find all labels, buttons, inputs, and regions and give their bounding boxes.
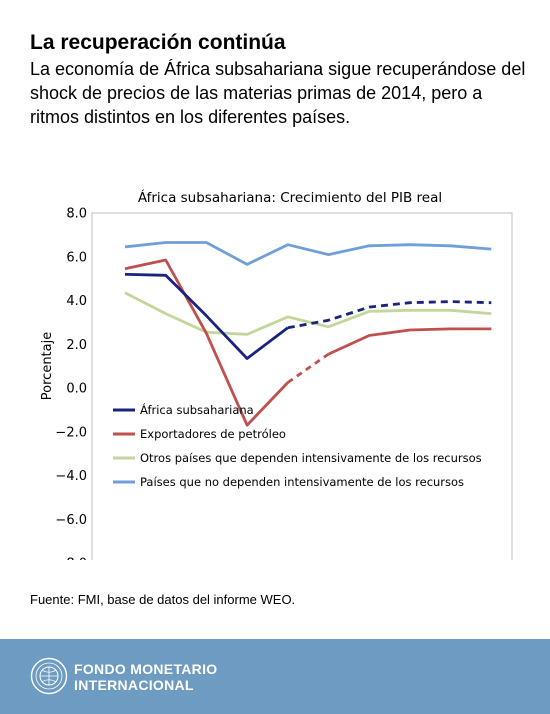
headline-title: La recuperación continúa <box>30 31 286 54</box>
y-tick-label: 0.0 <box>66 382 87 397</box>
legend-label: África subsahariana <box>140 402 254 417</box>
imf-seal-icon <box>30 657 68 695</box>
y-ticks: 8.0 6.0 4.0 2.0 0.0 −2.0 −4.0 −6.0 −8.0 <box>55 207 87 561</box>
y-axis-label: Porcentaje <box>40 332 55 400</box>
y-tick-label: 2.0 <box>66 338 87 353</box>
y-tick-label: −6.0 <box>55 513 87 528</box>
series-line-dashed <box>287 300 492 330</box>
y-tick-label: −8.0 <box>55 557 87 561</box>
footer-bar: FONDO MONETARIO INTERNACIONAL <box>0 639 550 714</box>
series-line-dashed <box>286 352 330 384</box>
logo-line-2: INTERNACIONAL <box>74 677 194 693</box>
series-layer <box>124 241 492 427</box>
y-tick-label: 6.0 <box>66 250 87 265</box>
y-tick-label: −2.0 <box>55 425 87 440</box>
legend-label: Otros países que dependen intensivamente… <box>140 451 482 465</box>
series-line <box>124 272 492 360</box>
headline-subtitle: La economía de África subsahariana sigue… <box>30 59 526 127</box>
y-tick-label: −4.0 <box>55 469 87 484</box>
chart-svg: África subsahariana: Crecimiento del PIB… <box>40 189 513 561</box>
headline: La recuperación continúa La economía de … <box>30 30 530 129</box>
y-tick-label: 4.0 <box>66 294 87 309</box>
chart-title: África subsahariana: Crecimiento del PIB… <box>138 189 442 206</box>
plot-area-border <box>91 212 513 560</box>
series-line-solid <box>124 258 289 427</box>
series-line <box>124 241 492 266</box>
legend: África subsahariana Exportadores de petró… <box>113 402 482 489</box>
series-line-solid <box>124 291 492 336</box>
legend-label: Países que no dependen intensivamente de… <box>140 475 464 489</box>
series-line-solid <box>124 241 492 266</box>
y-tick-label: 8.0 <box>66 207 87 222</box>
imf-logo-text: FONDO MONETARIO INTERNACIONAL <box>74 661 217 693</box>
series-line-solid <box>327 327 492 356</box>
chart: África subsahariana: Crecimiento del PIB… <box>0 180 550 560</box>
series-line-solid <box>124 272 289 360</box>
source-note: Fuente: FMI, base de datos del informe W… <box>30 592 296 607</box>
series-line <box>124 258 492 427</box>
legend-label: Exportadores de petróleo <box>140 427 286 441</box>
logo-line-1: FONDO MONETARIO <box>74 661 218 677</box>
